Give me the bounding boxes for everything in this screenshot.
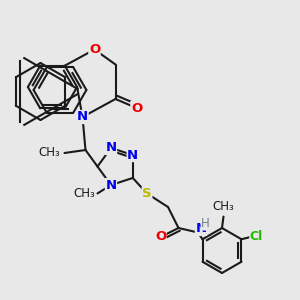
Text: O: O bbox=[131, 101, 142, 115]
Text: Cl: Cl bbox=[250, 230, 263, 243]
Text: H: H bbox=[201, 217, 210, 230]
Text: N: N bbox=[195, 222, 207, 236]
Text: N: N bbox=[127, 148, 138, 161]
Text: CH₃: CH₃ bbox=[38, 146, 60, 160]
Text: N: N bbox=[105, 178, 116, 191]
Text: N: N bbox=[105, 142, 116, 154]
Text: O: O bbox=[155, 230, 166, 244]
Text: N: N bbox=[77, 110, 88, 124]
Text: S: S bbox=[142, 187, 152, 200]
Text: O: O bbox=[89, 43, 100, 56]
Text: CH₃: CH₃ bbox=[213, 200, 234, 213]
Text: CH₃: CH₃ bbox=[73, 187, 95, 200]
